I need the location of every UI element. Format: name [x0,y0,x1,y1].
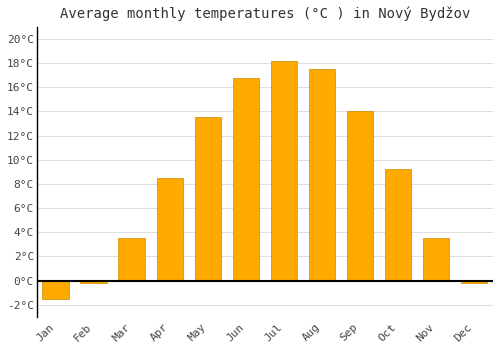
Bar [156,178,183,281]
Bar [346,111,374,281]
Bar [80,281,107,283]
Title: Average monthly temperatures (°C ) in Nový Bydžov: Average monthly temperatures (°C ) in No… [60,7,470,21]
Bar [118,238,145,281]
Bar [422,238,450,281]
Bar [384,169,411,281]
Bar [308,69,335,281]
Bar [232,78,259,281]
Bar [42,281,69,299]
Bar [460,281,487,283]
Bar [194,117,221,281]
Bar [270,61,297,281]
